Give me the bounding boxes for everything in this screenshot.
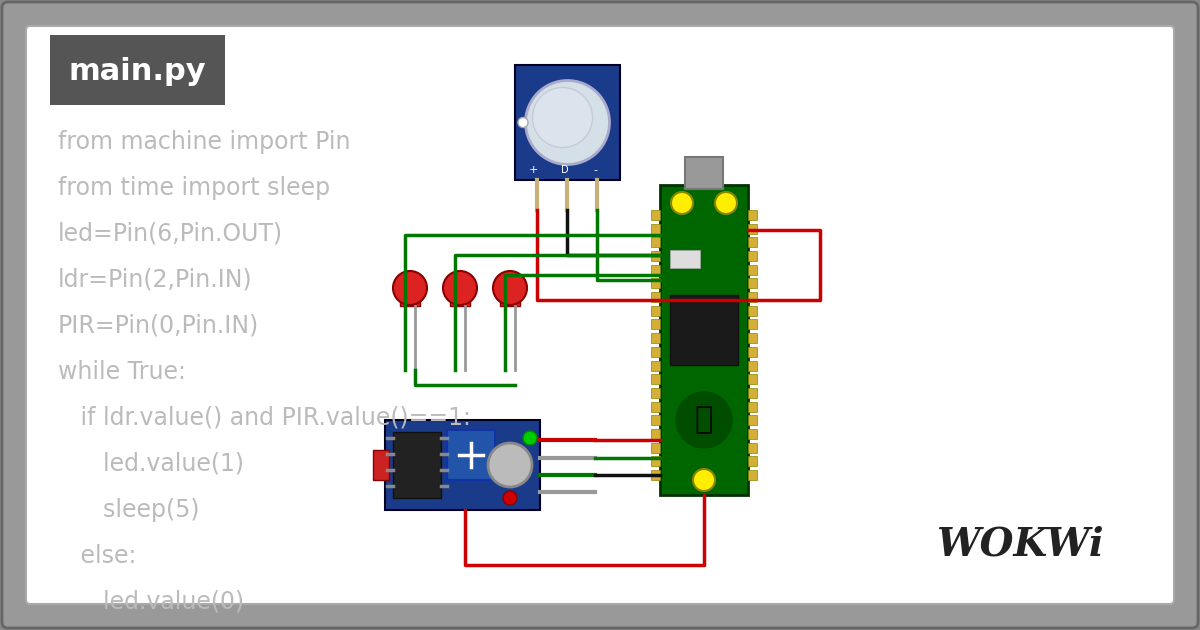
Bar [650,278,660,289]
Bar [650,429,660,439]
Bar [650,456,660,466]
Text: led.value(0): led.value(0) [58,590,244,614]
Text: sleep(5): sleep(5) [58,498,199,522]
Bar [748,443,757,452]
Bar [748,470,757,480]
Circle shape [488,443,532,487]
Bar [650,238,660,248]
Bar [500,288,520,306]
Circle shape [394,271,427,305]
Bar [650,265,660,275]
Bar [748,251,757,261]
Circle shape [493,271,527,305]
Text: from time import sleep: from time import sleep [58,176,330,200]
Bar [373,450,389,480]
Text: ldr=Pin(2,Pin.IN): ldr=Pin(2,Pin.IN) [58,268,253,292]
Bar [748,333,757,343]
Bar [50,35,226,105]
Text: WOKWi: WOKWi [936,526,1104,564]
Bar [748,224,757,234]
Bar [748,347,757,357]
Bar [748,319,757,329]
Circle shape [671,192,694,214]
Bar [748,401,757,411]
Bar [650,401,660,411]
Bar [748,388,757,398]
Bar [748,265,757,275]
Circle shape [443,271,478,305]
Bar [650,347,660,357]
Text: else:: else: [58,544,137,568]
Text: -: - [593,165,598,175]
Text: main.py: main.py [68,57,206,86]
Bar [748,278,757,289]
Circle shape [526,81,610,164]
Text: while True:: while True: [58,360,186,384]
Text: led=Pin(6,Pin.OUT): led=Pin(6,Pin.OUT) [58,222,283,246]
Text: if ldr.value() and PIR.value()==1:: if ldr.value() and PIR.value()==1: [58,406,470,430]
Bar [685,157,722,189]
Bar [385,420,540,510]
Bar [670,250,700,268]
Bar [748,360,757,370]
Bar [650,306,660,316]
Circle shape [533,88,593,147]
Bar [748,292,757,302]
Text: +: + [528,165,538,175]
Bar [748,429,757,439]
Circle shape [503,491,517,505]
Bar [748,456,757,466]
Bar [450,288,470,306]
Bar [650,470,660,480]
Bar [400,288,420,306]
Bar [650,360,660,370]
Bar [650,415,660,425]
Bar [650,251,660,261]
Bar [748,210,757,220]
Text: 🍓: 🍓 [695,406,713,435]
Circle shape [523,431,538,445]
Bar [748,306,757,316]
Bar [748,238,757,248]
Bar [394,432,442,498]
Text: D: D [562,165,569,175]
Bar [650,388,660,398]
Bar [650,319,660,329]
Bar [748,415,757,425]
Bar [650,443,660,452]
Circle shape [676,392,732,448]
Bar [650,210,660,220]
Bar [446,430,496,480]
Bar [650,292,660,302]
Bar [748,374,757,384]
Bar [650,374,660,384]
Bar [650,333,660,343]
Text: PIR=Pin(0,Pin.IN): PIR=Pin(0,Pin.IN) [58,314,259,338]
Circle shape [518,118,528,127]
Bar [650,224,660,234]
Bar [515,65,620,180]
Bar [670,295,738,365]
Circle shape [715,192,737,214]
Bar [660,185,748,495]
Circle shape [694,469,715,491]
Text: from machine import Pin: from machine import Pin [58,130,350,154]
FancyBboxPatch shape [26,26,1174,604]
Text: led.value(1): led.value(1) [58,452,244,476]
